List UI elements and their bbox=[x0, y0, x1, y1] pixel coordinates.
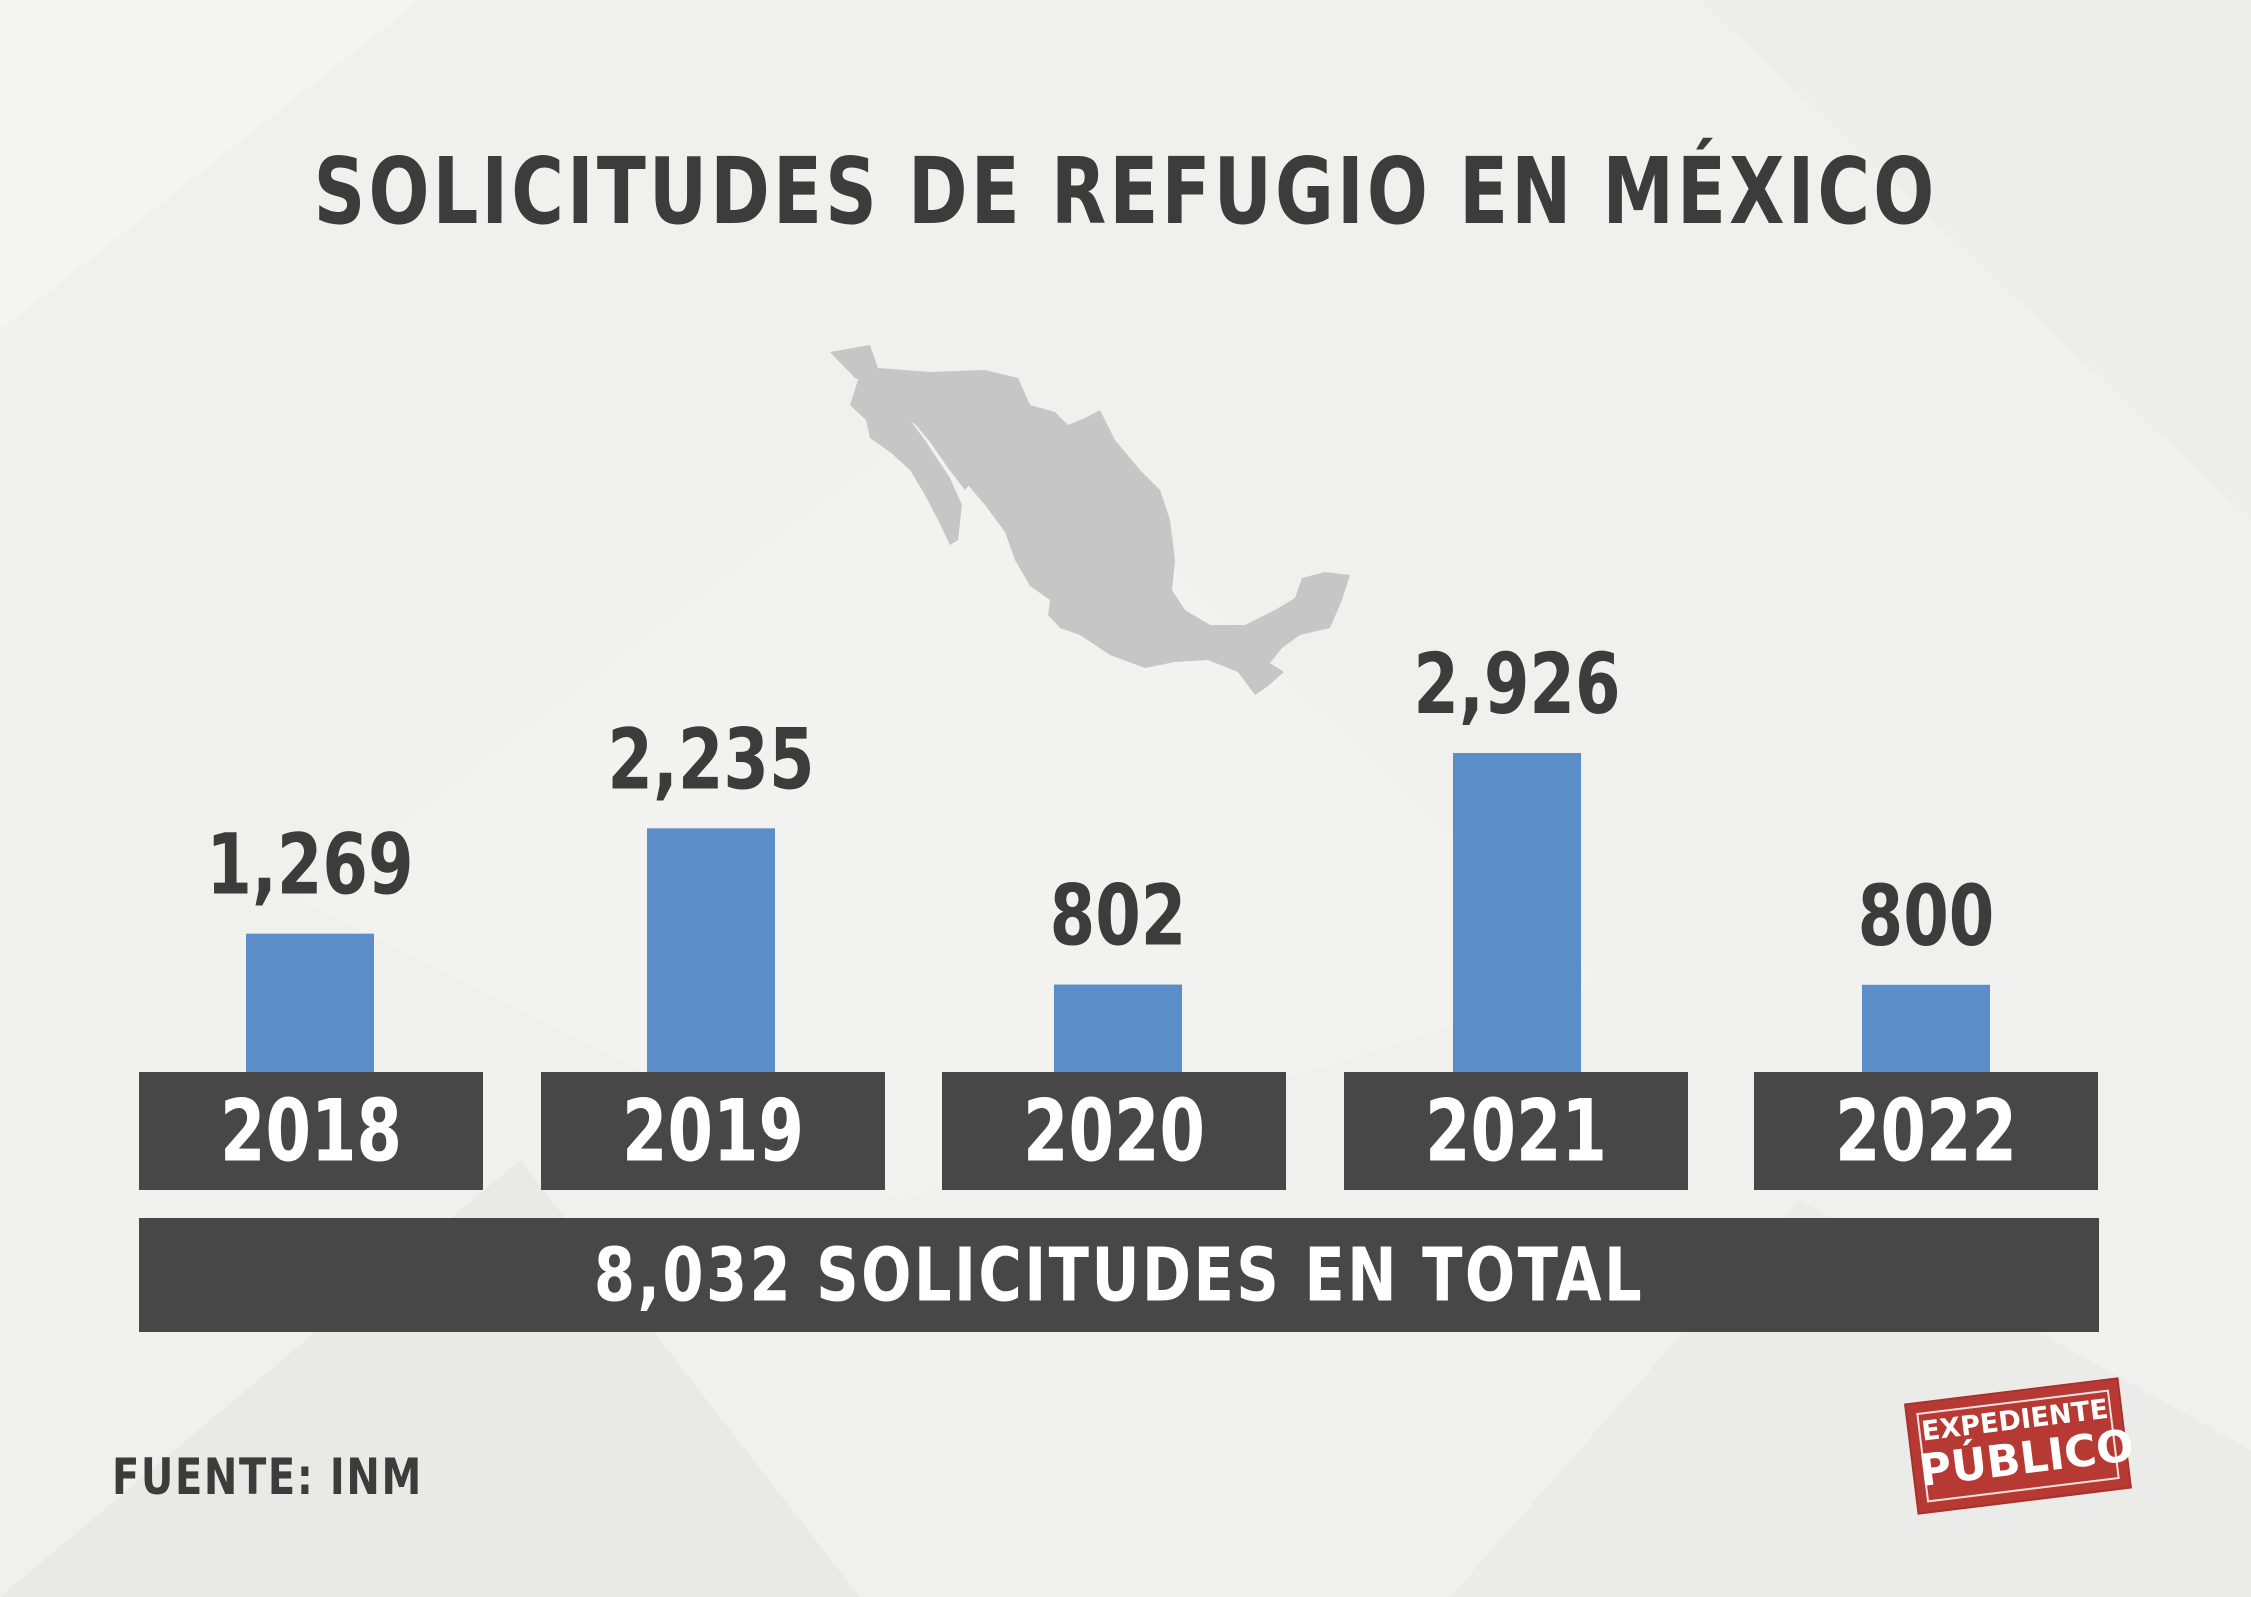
total-label: 8,032 SOLICITUDES EN TOTAL bbox=[594, 1232, 1644, 1318]
category-label-2019: 2019 bbox=[622, 1082, 804, 1182]
logo-frame bbox=[1916, 1389, 2120, 1503]
year-box-2020 bbox=[942, 1072, 1286, 1190]
year-box-2018 bbox=[139, 1072, 483, 1190]
category-label-2020: 2020 bbox=[1023, 1082, 1205, 1182]
bar-2021 bbox=[1453, 753, 1581, 1072]
bar-2019 bbox=[647, 828, 775, 1072]
bar-2018 bbox=[246, 933, 374, 1072]
value-label-2022: 800 bbox=[1858, 867, 1995, 965]
chart-title: SOLICITUDES DE REFUGIO EN MÉXICO bbox=[313, 138, 1938, 245]
value-label-2018: 1,269 bbox=[206, 816, 413, 914]
value-label-2019: 2,235 bbox=[607, 710, 814, 808]
category-label-2021: 2021 bbox=[1425, 1082, 1607, 1182]
mexico-map-icon bbox=[830, 345, 1350, 695]
category-label-2018: 2018 bbox=[220, 1082, 402, 1182]
value-label-2020: 802 bbox=[1050, 867, 1187, 965]
value-label-2021: 2,926 bbox=[1413, 635, 1620, 733]
year-box-2022 bbox=[1754, 1072, 2098, 1190]
category-label-2022: 2022 bbox=[1835, 1082, 2017, 1182]
source-note: FUENTE: INM bbox=[112, 1448, 423, 1506]
total-label-box bbox=[139, 1218, 2099, 1332]
bar-2022 bbox=[1862, 984, 1990, 1072]
year-box-2019 bbox=[541, 1072, 885, 1190]
year-box-2021 bbox=[1344, 1072, 1688, 1190]
bar-2020 bbox=[1054, 984, 1182, 1072]
